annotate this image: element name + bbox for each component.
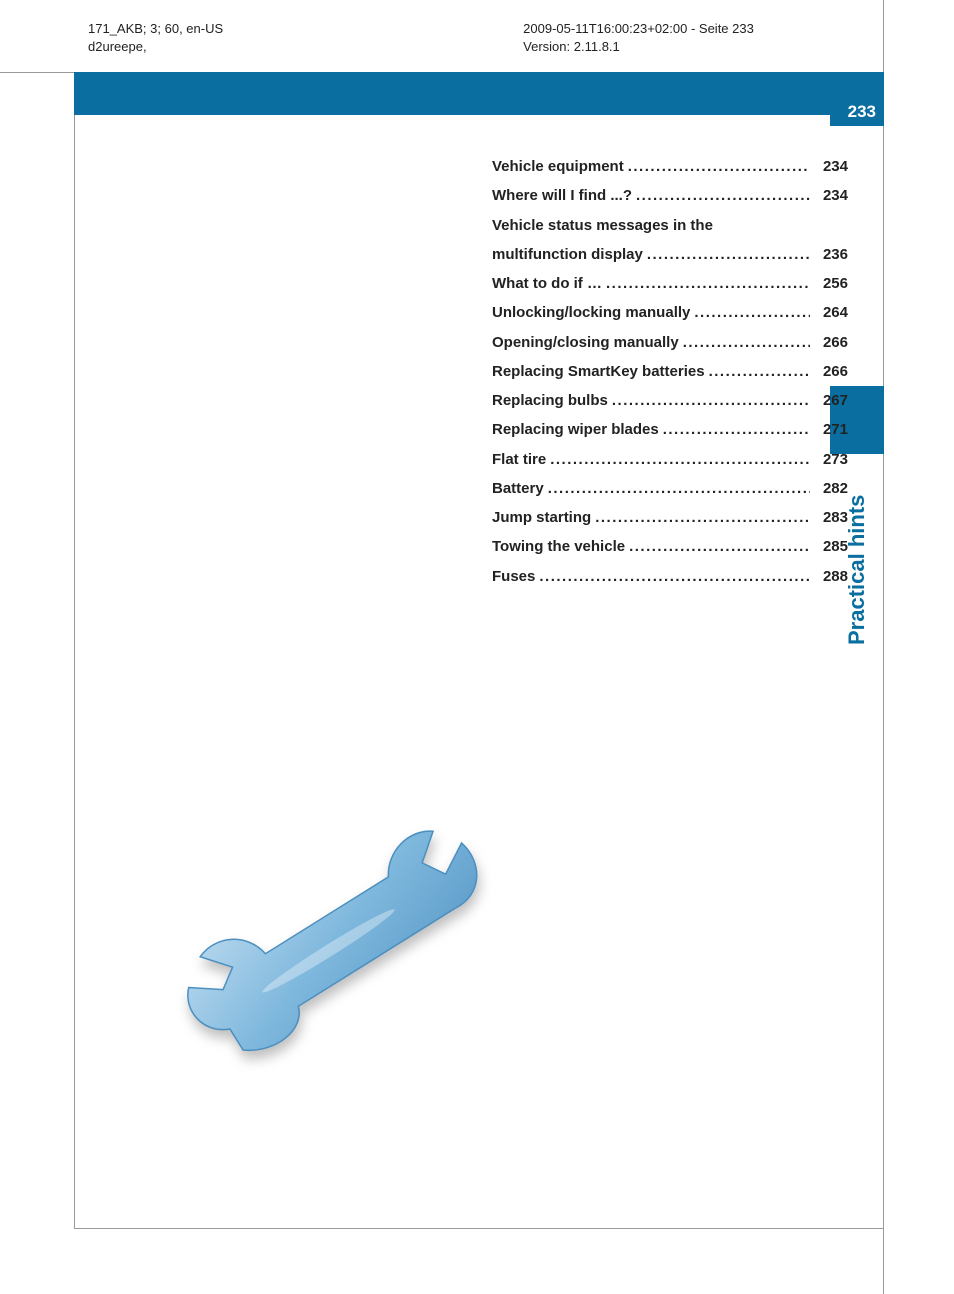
toc-row: Where will I find ...? 234 — [492, 181, 848, 210]
toc-row: Battery 282 — [492, 474, 848, 503]
toc-page: 267 — [810, 386, 848, 415]
chapter-banner — [74, 72, 884, 115]
toc-row: Vehicle equipment 234 — [492, 152, 848, 181]
toc-dots — [591, 503, 810, 532]
toc-label: Battery — [492, 474, 544, 503]
meta-line: Version: 2.11.8.1 — [523, 38, 754, 56]
page-number: 233 — [830, 98, 884, 126]
toc-label: Vehicle status messages in the — [492, 211, 848, 240]
toc-row: Replacing bulbs 267 — [492, 386, 848, 415]
page-border — [74, 72, 75, 1229]
toc-dots — [624, 152, 810, 181]
toc-row: Jump starting 283 — [492, 503, 848, 532]
toc-row: Opening/closing manually 266 — [492, 328, 848, 357]
toc-label: Unlocking/locking manually — [492, 298, 690, 327]
meta-line: 2009-05-11T16:00:23+02:00 - Seite 233 — [523, 20, 754, 38]
page-border — [74, 1228, 884, 1229]
toc-page: 266 — [810, 328, 848, 357]
toc-label: Flat tire — [492, 445, 546, 474]
page-border — [0, 72, 74, 73]
toc-row: Vehicle status messages in the multifunc… — [492, 211, 848, 270]
toc-page: 288 — [810, 562, 848, 591]
toc-row: What to do if … 256 — [492, 269, 848, 298]
toc-label: Where will I find ...? — [492, 181, 632, 210]
toc-label: multifunction display — [492, 240, 643, 269]
toc-page: 234 — [810, 152, 848, 181]
toc-row: Fuses 288 — [492, 562, 848, 591]
toc-page: 271 — [810, 415, 848, 444]
meta-right: 2009-05-11T16:00:23+02:00 - Seite 233 Ve… — [523, 20, 754, 56]
toc-dots — [544, 474, 810, 503]
toc-label: Replacing bulbs — [492, 386, 608, 415]
toc-dots — [608, 386, 810, 415]
table-of-contents: Vehicle equipment 234 Where will I find … — [492, 152, 848, 591]
toc-page: 282 — [810, 474, 848, 503]
toc-page: 234 — [810, 181, 848, 210]
toc-row: Flat tire 273 — [492, 445, 848, 474]
toc-label: Towing the vehicle — [492, 532, 625, 561]
toc-page: 285 — [810, 532, 848, 561]
toc-dots — [535, 562, 810, 591]
toc-row: Towing the vehicle 285 — [492, 532, 848, 561]
toc-label: Replacing wiper blades — [492, 415, 659, 444]
toc-dots — [679, 328, 810, 357]
toc-label: Fuses — [492, 562, 535, 591]
toc-row: Replacing wiper blades 271 — [492, 415, 848, 444]
toc-page: 266 — [810, 357, 848, 386]
toc-dots — [632, 181, 810, 210]
meta-header: 171_AKB; 3; 60, en-US d2ureepe, 2009-05-… — [88, 20, 872, 56]
meta-line: d2ureepe, — [88, 38, 223, 56]
meta-line: 171_AKB; 3; 60, en-US — [88, 20, 223, 38]
toc-row: Unlocking/locking manually 264 — [492, 298, 848, 327]
toc-dots — [643, 240, 810, 269]
wrench-icon — [148, 810, 508, 1090]
toc-dots — [659, 415, 810, 444]
toc-dots — [705, 357, 810, 386]
toc-label: Opening/closing manually — [492, 328, 679, 357]
toc-page: 256 — [810, 269, 848, 298]
toc-label: Replacing SmartKey batteries — [492, 357, 705, 386]
toc-dots — [602, 269, 810, 298]
toc-page: 264 — [810, 298, 848, 327]
meta-left: 171_AKB; 3; 60, en-US d2ureepe, — [88, 20, 223, 56]
toc-label: Vehicle equipment — [492, 152, 624, 181]
toc-dots — [690, 298, 810, 327]
page-border — [883, 0, 884, 1294]
toc-label: What to do if … — [492, 269, 602, 298]
toc-page: 273 — [810, 445, 848, 474]
toc-page: 236 — [810, 240, 848, 269]
toc-dots — [625, 532, 810, 561]
toc-page: 283 — [810, 503, 848, 532]
toc-row: Replacing SmartKey batteries 266 — [492, 357, 848, 386]
toc-label: Jump starting — [492, 503, 591, 532]
toc-dots — [546, 445, 810, 474]
